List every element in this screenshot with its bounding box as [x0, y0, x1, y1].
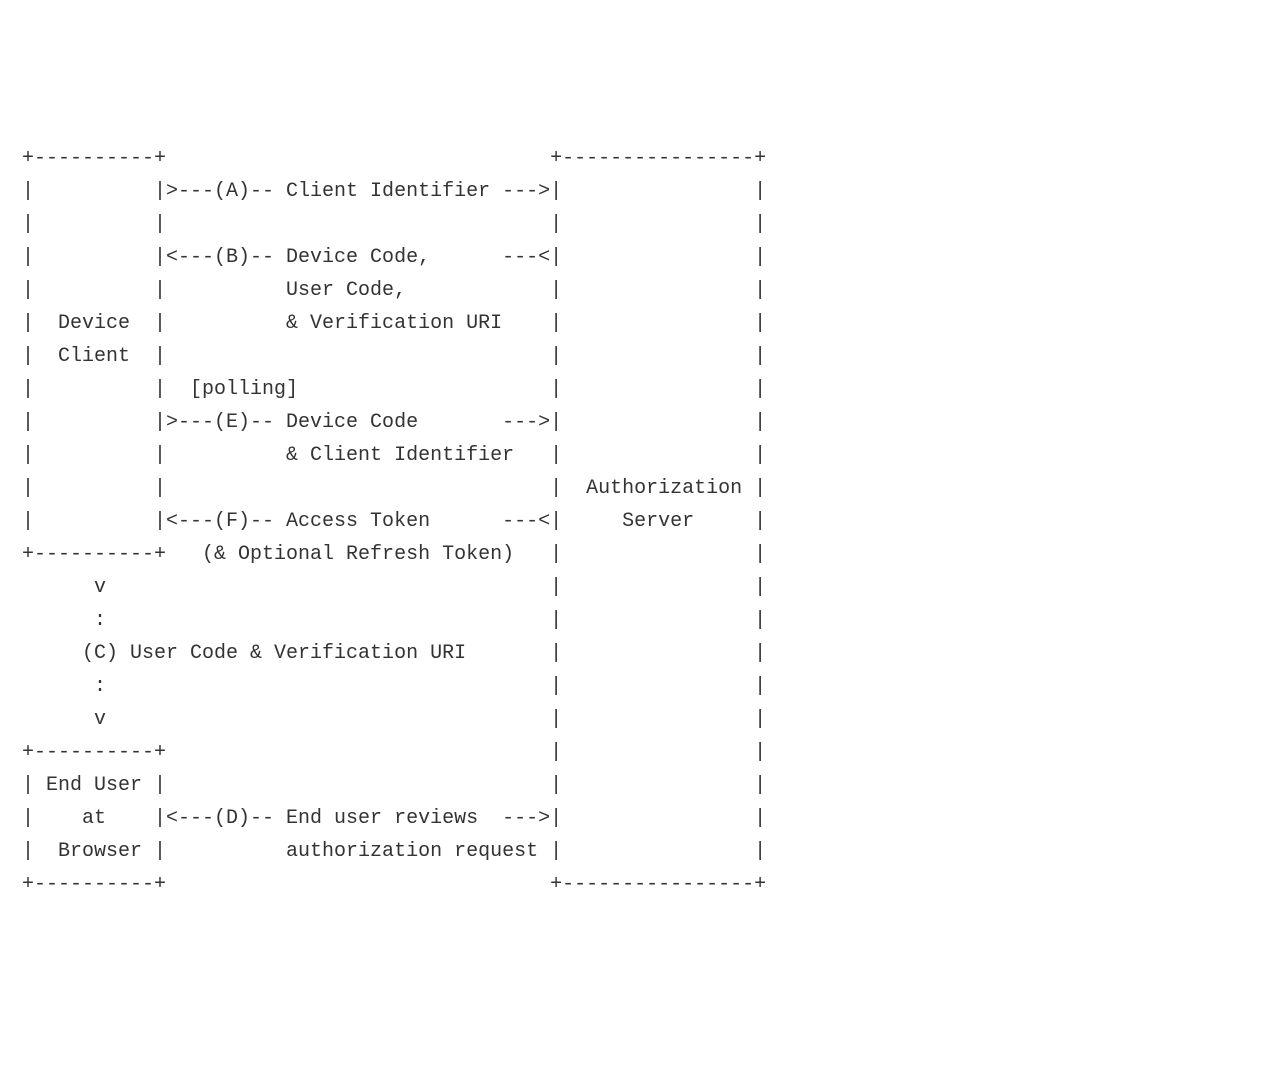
diagram-line: | End User | | | [10, 774, 766, 797]
diagram-line: | |<---(B)-- Device Code, ---<| | [10, 246, 766, 269]
diagram-line: +----------+ (& Optional Refresh Token) … [10, 543, 766, 566]
diagram-line: | | [polling] | | [10, 378, 766, 401]
diagram-line: | Browser | authorization request | | [10, 840, 766, 863]
diagram-line: | | | | [10, 213, 766, 236]
diagram-line: | | User Code, | | [10, 279, 766, 302]
diagram-line: v | | [10, 708, 766, 731]
diagram-line: | | & Client Identifier | | [10, 444, 766, 467]
diagram-line: : | | [10, 675, 766, 698]
diagram-line: | |<---(F)-- Access Token ---<| Server | [10, 510, 766, 533]
diagram-line: v | | [10, 576, 766, 599]
diagram-line: | |>---(A)-- Client Identifier --->| | [10, 180, 766, 203]
device-flow-diagram: +----------+ +----------------+ | |>---(… [10, 142, 1252, 901]
diagram-line: | | | Authorization | [10, 477, 766, 500]
diagram-line: | |>---(E)-- Device Code --->| | [10, 411, 766, 434]
diagram-line: +----------+ +----------------+ [10, 147, 766, 170]
diagram-line: +----------+ +----------------+ [10, 873, 766, 896]
diagram-line: | Device | & Verification URI | | [10, 312, 766, 335]
diagram-line: | at |<---(D)-- End user reviews --->| | [10, 807, 766, 830]
diagram-line: : | | [10, 609, 766, 632]
diagram-line: | Client | | | [10, 345, 766, 368]
diagram-line: (C) User Code & Verification URI | | [10, 642, 766, 665]
diagram-line: +----------+ | | [10, 741, 766, 764]
